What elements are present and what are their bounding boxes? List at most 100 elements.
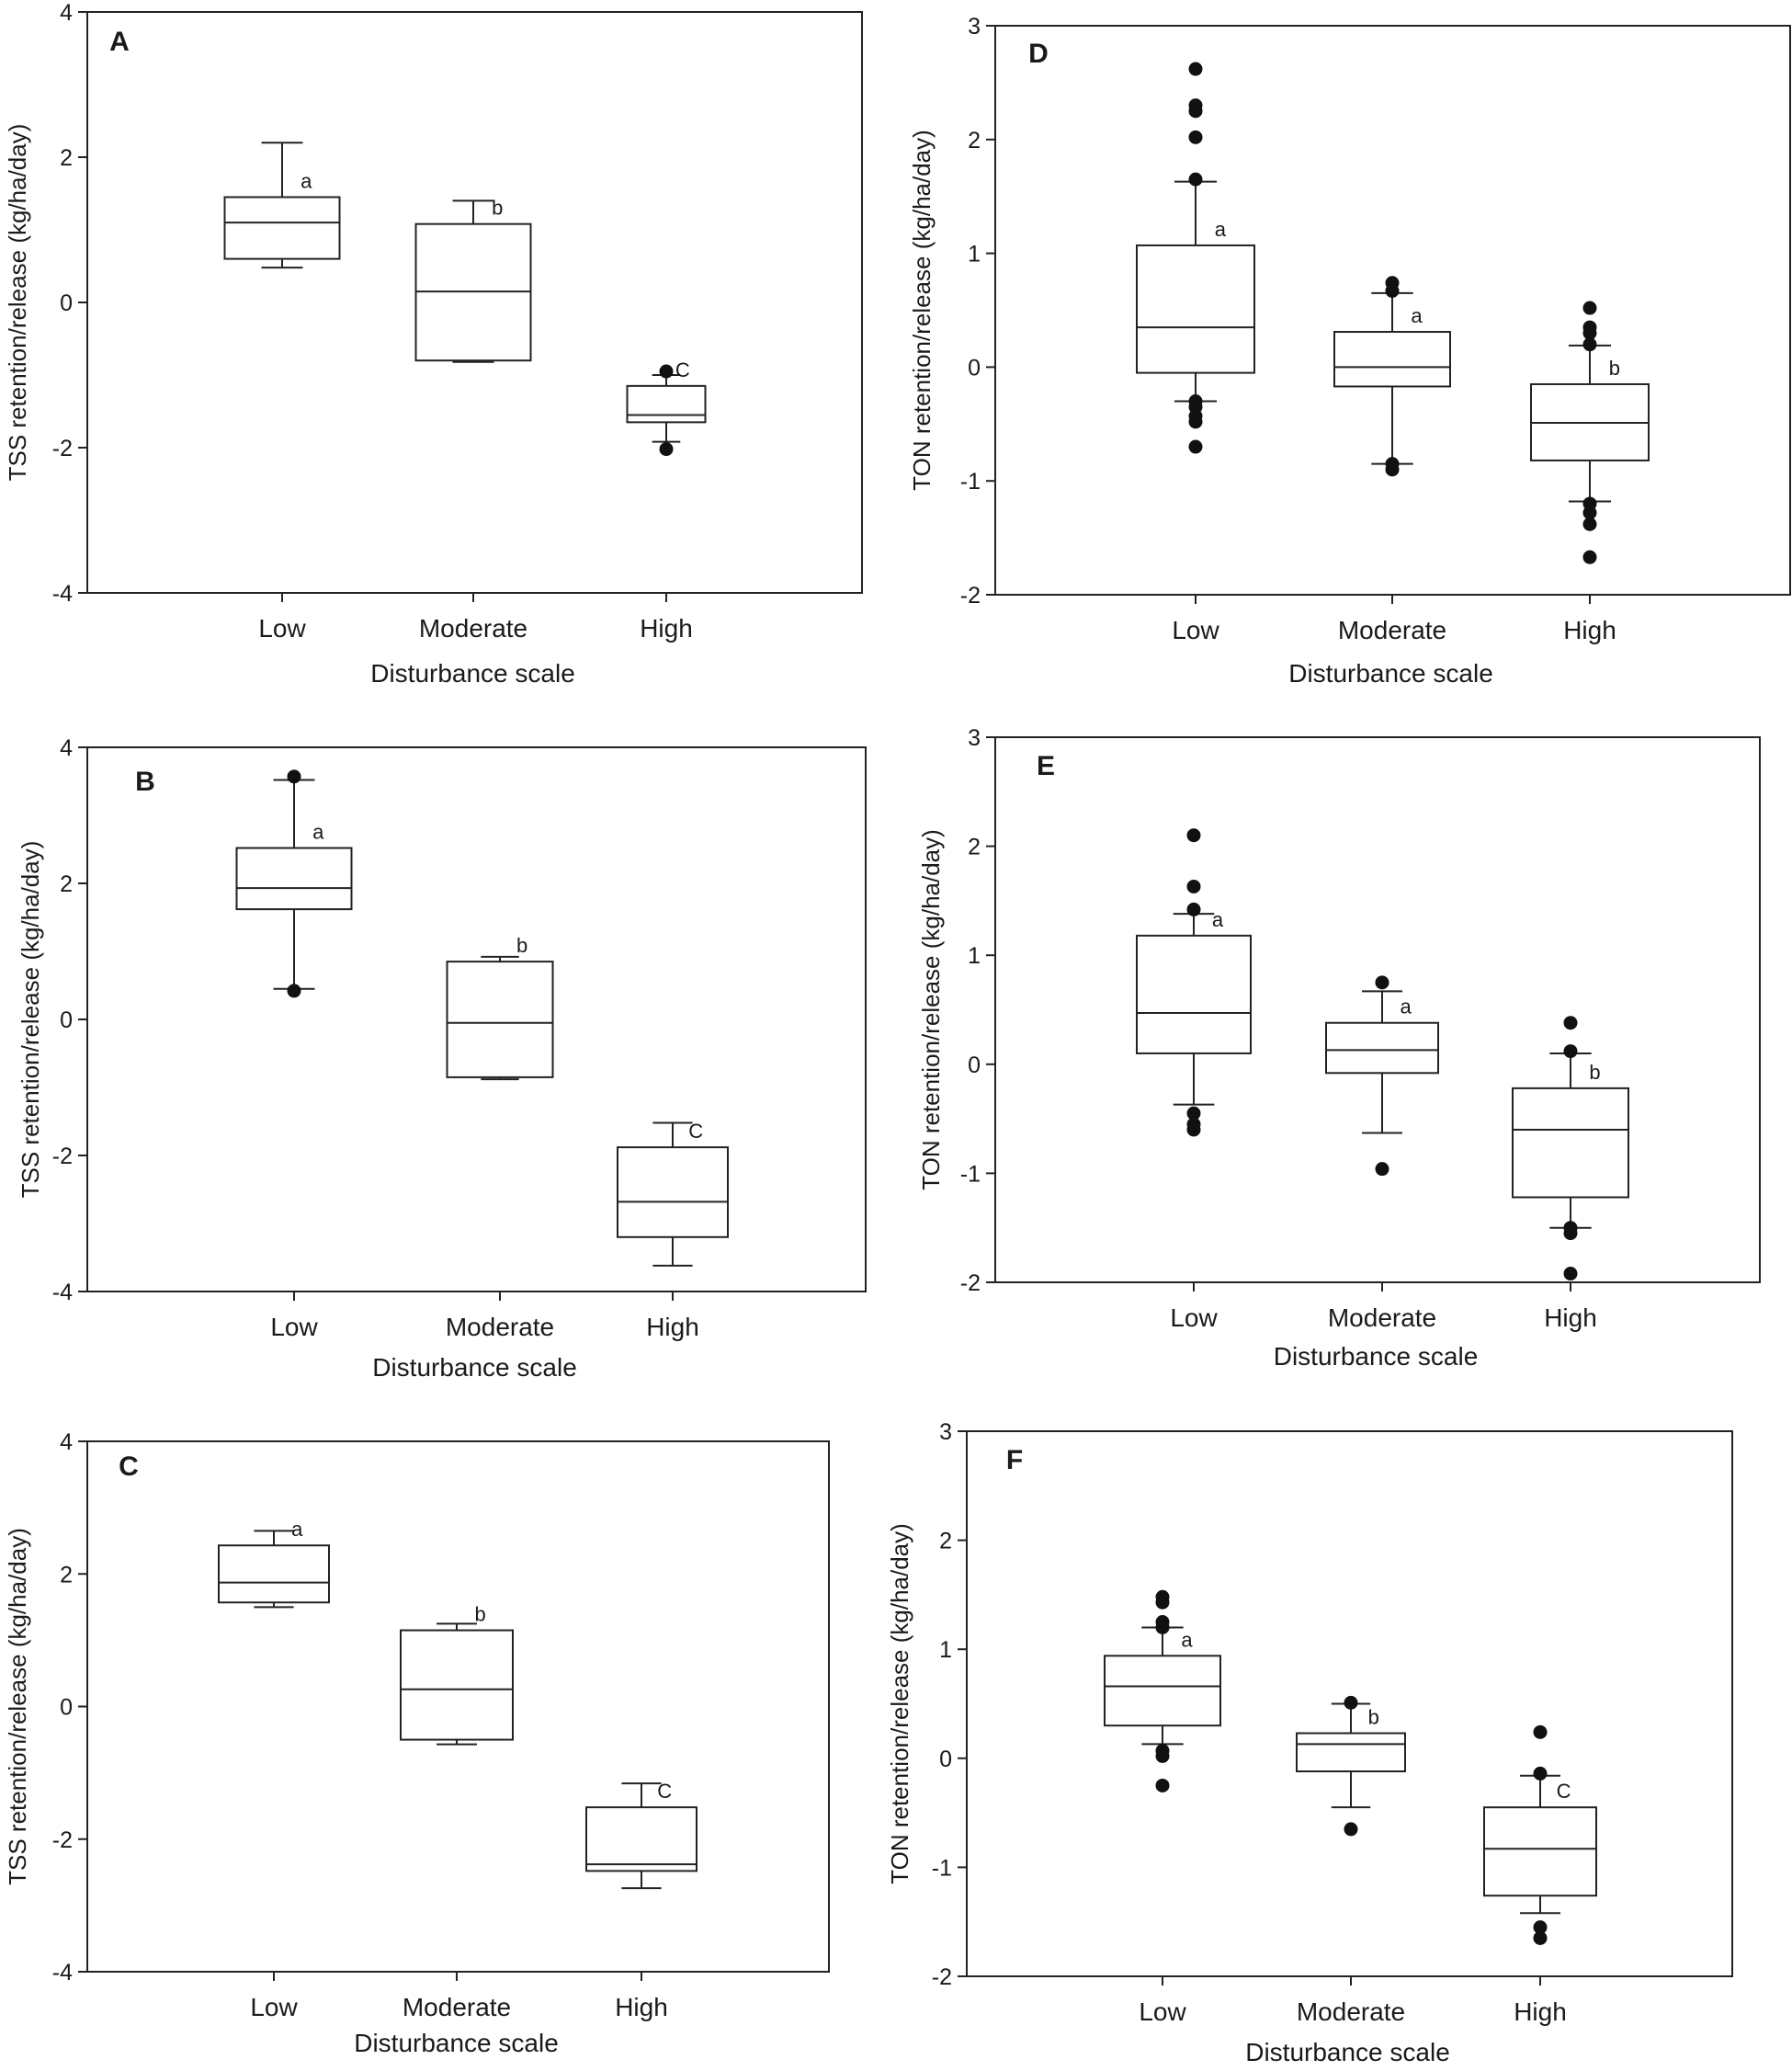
box-e-moderate bbox=[1325, 1021, 1439, 1075]
box-c-high bbox=[585, 1806, 698, 1872]
outlier-f-high bbox=[1533, 1766, 1548, 1781]
y-tick-label-f: 0 bbox=[939, 1747, 952, 1772]
y-tick-label-e: -1 bbox=[960, 1161, 981, 1187]
y-tick-label-f: 3 bbox=[939, 1419, 952, 1445]
outlier-f-low bbox=[1155, 1595, 1170, 1610]
x-tick-label-e-low: Low bbox=[1170, 1303, 1218, 1332]
outlier-e-moderate bbox=[1375, 975, 1389, 990]
sig-label-d-moderate: a bbox=[1411, 304, 1423, 327]
outlier-e-low bbox=[1186, 1122, 1201, 1137]
outlier-d-low bbox=[1188, 62, 1203, 76]
outlier-d-moderate bbox=[1385, 462, 1400, 477]
y-tick-label-c: 4 bbox=[60, 1429, 73, 1455]
x-tick-label-f-low: Low bbox=[1139, 1997, 1186, 2026]
y-tick-label-d: -1 bbox=[960, 469, 981, 495]
outlier-d-low bbox=[1188, 130, 1203, 144]
box-b-moderate bbox=[446, 961, 554, 1078]
outlier-f-moderate bbox=[1344, 1822, 1358, 1837]
x-axis-title-d: Disturbance scale bbox=[1288, 659, 1493, 688]
box-b-high bbox=[617, 1146, 729, 1238]
x-axis-title-b: Disturbance scale bbox=[372, 1353, 577, 1382]
x-tick-label-b-moderate: Moderate bbox=[446, 1313, 554, 1341]
x-tick-label-f-high: High bbox=[1514, 1997, 1567, 2026]
x-tick-label-d-high: High bbox=[1563, 616, 1616, 644]
y-tick-label-a: 2 bbox=[60, 145, 73, 171]
y-axis-title-c: TSS retention/release (kg/ha/day) bbox=[4, 1528, 31, 1885]
outlier-e-low bbox=[1186, 879, 1201, 893]
outlier-f-low bbox=[1155, 1620, 1170, 1634]
plot-frame-f bbox=[966, 1430, 1733, 1977]
y-tick-label-e: 0 bbox=[968, 1053, 981, 1078]
y-tick-label-f: -2 bbox=[932, 1964, 952, 1990]
box-f-moderate bbox=[1296, 1732, 1406, 1773]
box-c-moderate bbox=[400, 1629, 514, 1741]
x-tick-label-c-high: High bbox=[615, 1993, 668, 2021]
box-f-low bbox=[1104, 1655, 1221, 1727]
sig-label-f-low: a bbox=[1181, 1628, 1193, 1651]
plot-frame-b bbox=[86, 746, 867, 1292]
y-tick-label-d: -2 bbox=[960, 583, 981, 609]
x-tick-label-f-moderate: Moderate bbox=[1297, 1997, 1405, 2026]
outlier-d-high bbox=[1582, 517, 1597, 531]
outlier-d-high bbox=[1582, 325, 1597, 340]
y-axis-title-b: TSS retention/release (kg/ha/day) bbox=[17, 841, 44, 1199]
outlier-e-moderate bbox=[1375, 1162, 1389, 1177]
outlier-f-high bbox=[1533, 1930, 1548, 1945]
panel-label-c: C bbox=[119, 1451, 139, 1482]
box-e-high bbox=[1512, 1087, 1629, 1199]
y-tick-label-b: 4 bbox=[60, 735, 73, 761]
y-tick-label-e: 2 bbox=[968, 835, 981, 860]
plot-frame-a bbox=[86, 11, 863, 594]
box-d-low bbox=[1136, 244, 1255, 374]
outlier-d-high bbox=[1582, 301, 1597, 315]
outlier-f-low bbox=[1155, 1778, 1170, 1792]
sig-label-e-low: a bbox=[1212, 908, 1224, 931]
sig-label-a-high: C bbox=[675, 358, 690, 381]
sig-label-d-high: b bbox=[1609, 357, 1620, 380]
x-tick-label-b-high: High bbox=[646, 1313, 699, 1341]
outlier-f-low bbox=[1155, 1748, 1170, 1763]
panel-label-b: B bbox=[135, 767, 155, 797]
y-tick-label-b: -2 bbox=[52, 1144, 73, 1169]
y-tick-label-c: 0 bbox=[60, 1695, 73, 1721]
x-tick-label-c-low: Low bbox=[250, 1993, 298, 2021]
panel-label-f: F bbox=[1006, 1445, 1023, 1475]
outlier-d-low bbox=[1188, 104, 1203, 119]
outlier-f-moderate bbox=[1344, 1695, 1358, 1710]
y-tick-label-b: 0 bbox=[60, 1007, 73, 1033]
outlier-f-high bbox=[1533, 1724, 1548, 1739]
outlier-e-high bbox=[1563, 1044, 1578, 1059]
y-axis-title-d: TON retention/release (kg/ha/day) bbox=[908, 130, 936, 491]
outlier-f-high bbox=[1533, 1920, 1548, 1935]
x-tick-label-a-low: Low bbox=[258, 614, 306, 643]
y-tick-label-e: 3 bbox=[968, 725, 981, 751]
x-axis-title-a: Disturbance scale bbox=[370, 659, 575, 688]
box-b-low bbox=[235, 847, 353, 911]
sig-label-c-low: a bbox=[291, 1518, 303, 1541]
outlier-d-low bbox=[1188, 439, 1203, 454]
x-tick-label-d-moderate: Moderate bbox=[1338, 616, 1446, 644]
y-axis-title-f: TON retention/release (kg/ha/day) bbox=[886, 1523, 913, 1884]
y-tick-label-c: 2 bbox=[60, 1562, 73, 1587]
outlier-e-low bbox=[1186, 902, 1201, 916]
x-tick-label-a-high: High bbox=[640, 614, 693, 643]
y-tick-label-d: 3 bbox=[968, 14, 981, 40]
y-tick-label-d: 2 bbox=[968, 128, 981, 154]
box-e-low bbox=[1136, 934, 1252, 1054]
y-tick-label-c: -4 bbox=[52, 1960, 73, 1986]
y-tick-label-d: 0 bbox=[968, 355, 981, 381]
y-tick-label-b: -4 bbox=[52, 1280, 73, 1305]
box-a-high bbox=[626, 384, 707, 424]
y-axis-title-e: TON retention/release (kg/ha/day) bbox=[917, 829, 945, 1190]
x-tick-label-c-moderate: Moderate bbox=[403, 1993, 511, 2021]
outlier-e-low bbox=[1186, 828, 1201, 843]
y-tick-label-a: -4 bbox=[52, 581, 73, 607]
outlier-e-low bbox=[1186, 1106, 1201, 1121]
x-tick-label-e-high: High bbox=[1544, 1303, 1597, 1332]
box-f-high bbox=[1483, 1806, 1597, 1897]
panel-label-a: A bbox=[109, 27, 130, 57]
y-tick-label-e: 1 bbox=[968, 943, 981, 969]
outlier-a-high bbox=[659, 442, 674, 457]
plot-frame-e bbox=[994, 736, 1761, 1283]
